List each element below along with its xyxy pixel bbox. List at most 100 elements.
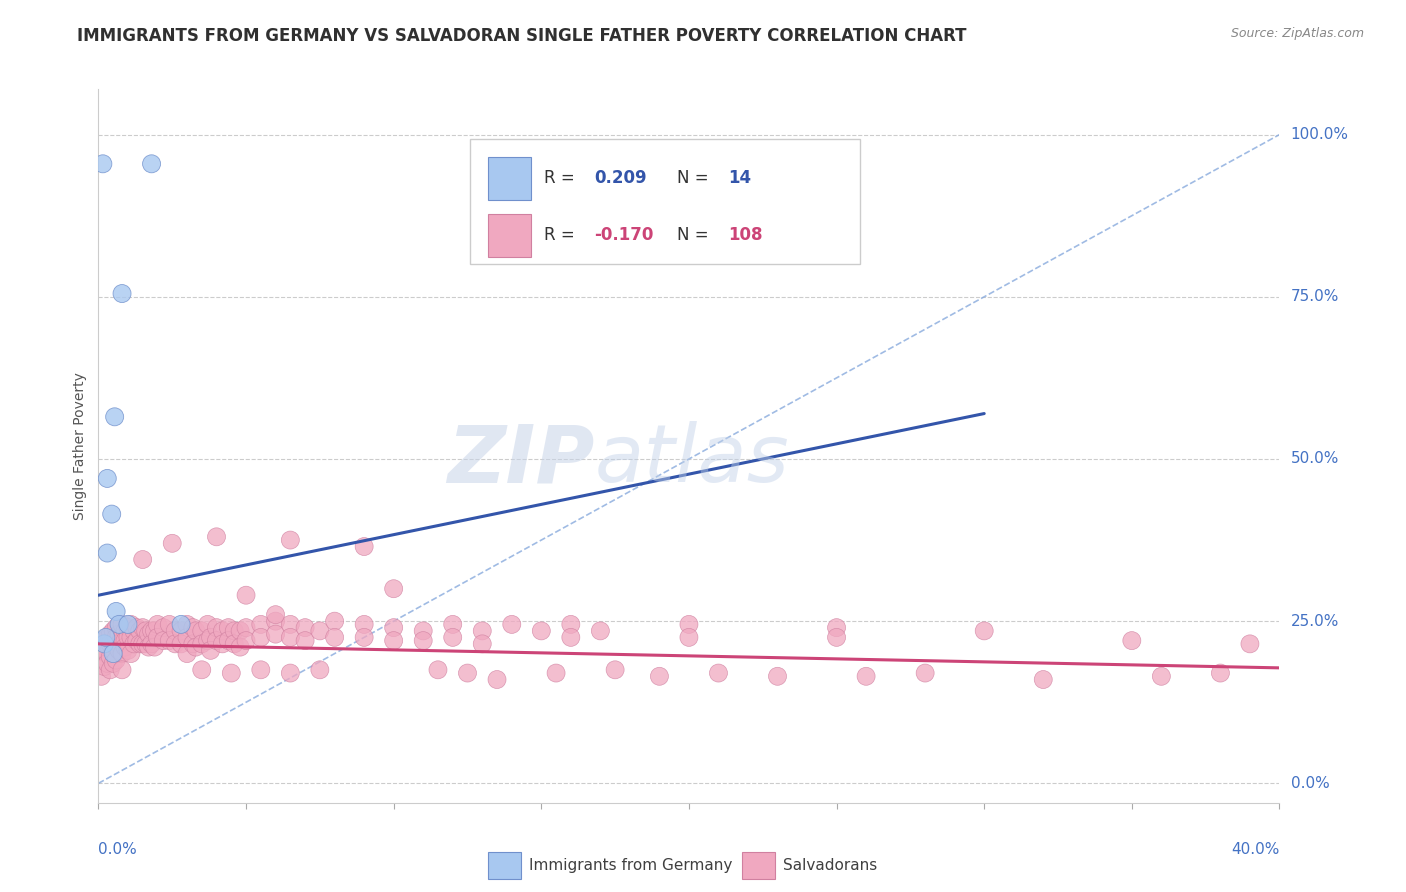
- Ellipse shape: [179, 615, 195, 633]
- Ellipse shape: [198, 615, 217, 633]
- Ellipse shape: [104, 641, 122, 659]
- Ellipse shape: [281, 615, 299, 633]
- Ellipse shape: [208, 619, 225, 637]
- Ellipse shape: [112, 661, 131, 679]
- Ellipse shape: [136, 622, 155, 640]
- Ellipse shape: [474, 635, 491, 653]
- Ellipse shape: [155, 619, 173, 637]
- Ellipse shape: [252, 615, 270, 633]
- Ellipse shape: [142, 635, 160, 653]
- Ellipse shape: [104, 645, 122, 663]
- FancyBboxPatch shape: [471, 139, 860, 264]
- Ellipse shape: [107, 651, 125, 669]
- Ellipse shape: [93, 667, 111, 685]
- Ellipse shape: [101, 635, 120, 653]
- Text: 40.0%: 40.0%: [1232, 842, 1279, 856]
- Ellipse shape: [681, 615, 697, 633]
- Ellipse shape: [101, 661, 120, 679]
- Ellipse shape: [208, 528, 225, 546]
- Ellipse shape: [134, 550, 152, 568]
- Ellipse shape: [145, 622, 163, 640]
- Ellipse shape: [222, 664, 240, 682]
- Ellipse shape: [267, 612, 284, 630]
- Ellipse shape: [219, 619, 238, 637]
- Text: 75.0%: 75.0%: [1291, 289, 1339, 304]
- Ellipse shape: [1241, 635, 1258, 653]
- Ellipse shape: [98, 469, 117, 487]
- Ellipse shape: [97, 628, 115, 647]
- Ellipse shape: [110, 641, 128, 659]
- Ellipse shape: [562, 628, 579, 647]
- Ellipse shape: [828, 619, 845, 637]
- Ellipse shape: [115, 638, 134, 657]
- Ellipse shape: [125, 622, 143, 640]
- Ellipse shape: [110, 615, 128, 633]
- Ellipse shape: [238, 586, 254, 604]
- Ellipse shape: [122, 615, 141, 633]
- Ellipse shape: [94, 155, 112, 173]
- Ellipse shape: [149, 628, 166, 647]
- Ellipse shape: [238, 619, 254, 637]
- Ellipse shape: [267, 625, 284, 643]
- Text: IMMIGRANTS FROM GERMANY VS SALVADORAN SINGLE FATHER POVERTY CORRELATION CHART: IMMIGRANTS FROM GERMANY VS SALVADORAN SI…: [77, 27, 967, 45]
- Ellipse shape: [415, 632, 432, 649]
- Text: 100.0%: 100.0%: [1291, 128, 1348, 142]
- Ellipse shape: [131, 622, 149, 640]
- Ellipse shape: [415, 622, 432, 640]
- Ellipse shape: [98, 635, 117, 653]
- Ellipse shape: [385, 619, 402, 637]
- Ellipse shape: [104, 635, 122, 653]
- Ellipse shape: [139, 638, 157, 657]
- Ellipse shape: [252, 661, 270, 679]
- Ellipse shape: [112, 645, 131, 663]
- Ellipse shape: [136, 635, 155, 653]
- Ellipse shape: [107, 619, 125, 637]
- Ellipse shape: [201, 641, 219, 659]
- Ellipse shape: [592, 622, 609, 640]
- Ellipse shape: [96, 632, 114, 649]
- Ellipse shape: [145, 638, 163, 657]
- Text: -0.170: -0.170: [595, 227, 654, 244]
- Ellipse shape: [142, 622, 160, 640]
- Ellipse shape: [474, 622, 491, 640]
- Ellipse shape: [112, 285, 131, 302]
- Ellipse shape: [458, 664, 477, 682]
- Ellipse shape: [120, 615, 136, 633]
- Ellipse shape: [267, 606, 284, 624]
- Ellipse shape: [98, 544, 117, 562]
- Ellipse shape: [444, 615, 461, 633]
- Ellipse shape: [172, 622, 190, 640]
- Ellipse shape: [96, 657, 114, 675]
- Ellipse shape: [252, 628, 270, 647]
- FancyBboxPatch shape: [488, 214, 530, 257]
- Ellipse shape: [163, 534, 181, 552]
- Ellipse shape: [356, 615, 373, 633]
- Text: 50.0%: 50.0%: [1291, 451, 1339, 467]
- Ellipse shape: [547, 664, 565, 682]
- Ellipse shape: [214, 635, 232, 653]
- Ellipse shape: [122, 645, 141, 663]
- Ellipse shape: [193, 635, 211, 653]
- Ellipse shape: [225, 622, 243, 640]
- Ellipse shape: [281, 531, 299, 549]
- Ellipse shape: [184, 619, 202, 637]
- Ellipse shape: [122, 628, 141, 647]
- Ellipse shape: [198, 632, 217, 649]
- Y-axis label: Single Father Poverty: Single Father Poverty: [73, 372, 87, 520]
- Ellipse shape: [429, 661, 447, 679]
- Ellipse shape: [166, 635, 184, 653]
- Ellipse shape: [115, 622, 134, 640]
- Ellipse shape: [238, 632, 254, 649]
- Ellipse shape: [166, 622, 184, 640]
- Ellipse shape: [187, 638, 205, 657]
- Ellipse shape: [149, 615, 166, 633]
- Text: 0.0%: 0.0%: [1291, 776, 1329, 791]
- Ellipse shape: [104, 622, 122, 640]
- Text: 0.209: 0.209: [595, 169, 647, 187]
- Ellipse shape: [128, 619, 146, 637]
- Ellipse shape: [125, 635, 143, 653]
- Ellipse shape: [651, 667, 668, 685]
- Ellipse shape: [107, 638, 125, 657]
- Ellipse shape: [112, 615, 131, 633]
- Ellipse shape: [155, 632, 173, 649]
